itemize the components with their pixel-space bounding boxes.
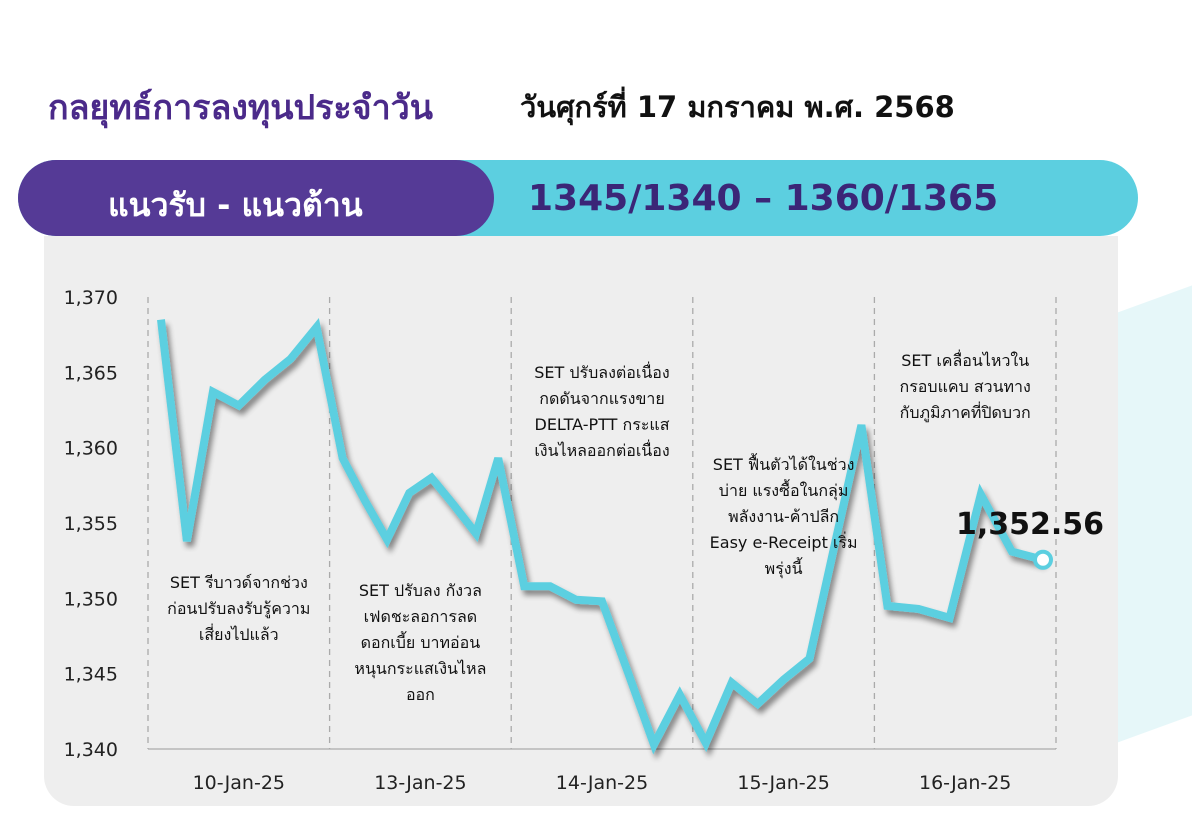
day-annotation: SET รีบาวด์จากช่วงก่อนปรับลงรับรู้ความเส… [167,573,310,644]
page-title: กลยุทธ์การลงทุนประจำวัน [48,88,433,128]
last-value-label: 1,352.56 [956,507,1104,542]
day-annotation: SET ฟื้นตัวได้ในช่วงบ่าย แรงซื้อในกลุ่มพ… [710,453,858,579]
x-tick-label: 13-Jan-25 [374,772,466,794]
day-annotation: SET เคลื่อนไหวในกรอบแคบ สวนทางกับภูมิภาค… [900,349,1031,423]
support-resistance-label: แนวรับ - แนวต้าน [108,186,363,224]
x-tick-label: 14-Jan-25 [556,772,648,794]
y-tick-label: 1,360 [64,438,118,460]
x-tick-label: 15-Jan-25 [737,772,829,794]
support-resistance-value: 1345/1340 – 1360/1365 [528,178,999,219]
day-annotation: SET ปรับลง กังวลเฟดชะลอการลดดอกเบี้ย บาท… [354,581,486,704]
set-index-series-line [157,317,1045,755]
last-value-marker [1033,549,1053,570]
x-tick-label: 16-Jan-25 [919,772,1011,794]
y-tick-label: 1,340 [64,739,118,761]
y-tick-label: 1,345 [64,664,118,686]
y-tick-label: 1,355 [64,513,118,535]
chart-panel [44,236,1118,806]
y-tick-label: 1,370 [64,287,118,309]
day-annotation: SET ปรับลงต่อเนื่องกดดันจากแรงขาย DELTA-P… [534,361,669,460]
y-tick-label: 1,350 [64,588,118,610]
y-tick-label: 1,365 [64,362,118,384]
x-tick-label: 10-Jan-25 [193,772,285,794]
support-resistance-label-pill: แนวรับ - แนวต้าน [18,160,494,236]
support-resistance-banner: แนวรับ - แนวต้าน 1345/1340 – 1360/1365 [18,160,1138,236]
report-date: วันศุกร์ที่ 17 มกราคม พ.ศ. 2568 [520,90,955,124]
